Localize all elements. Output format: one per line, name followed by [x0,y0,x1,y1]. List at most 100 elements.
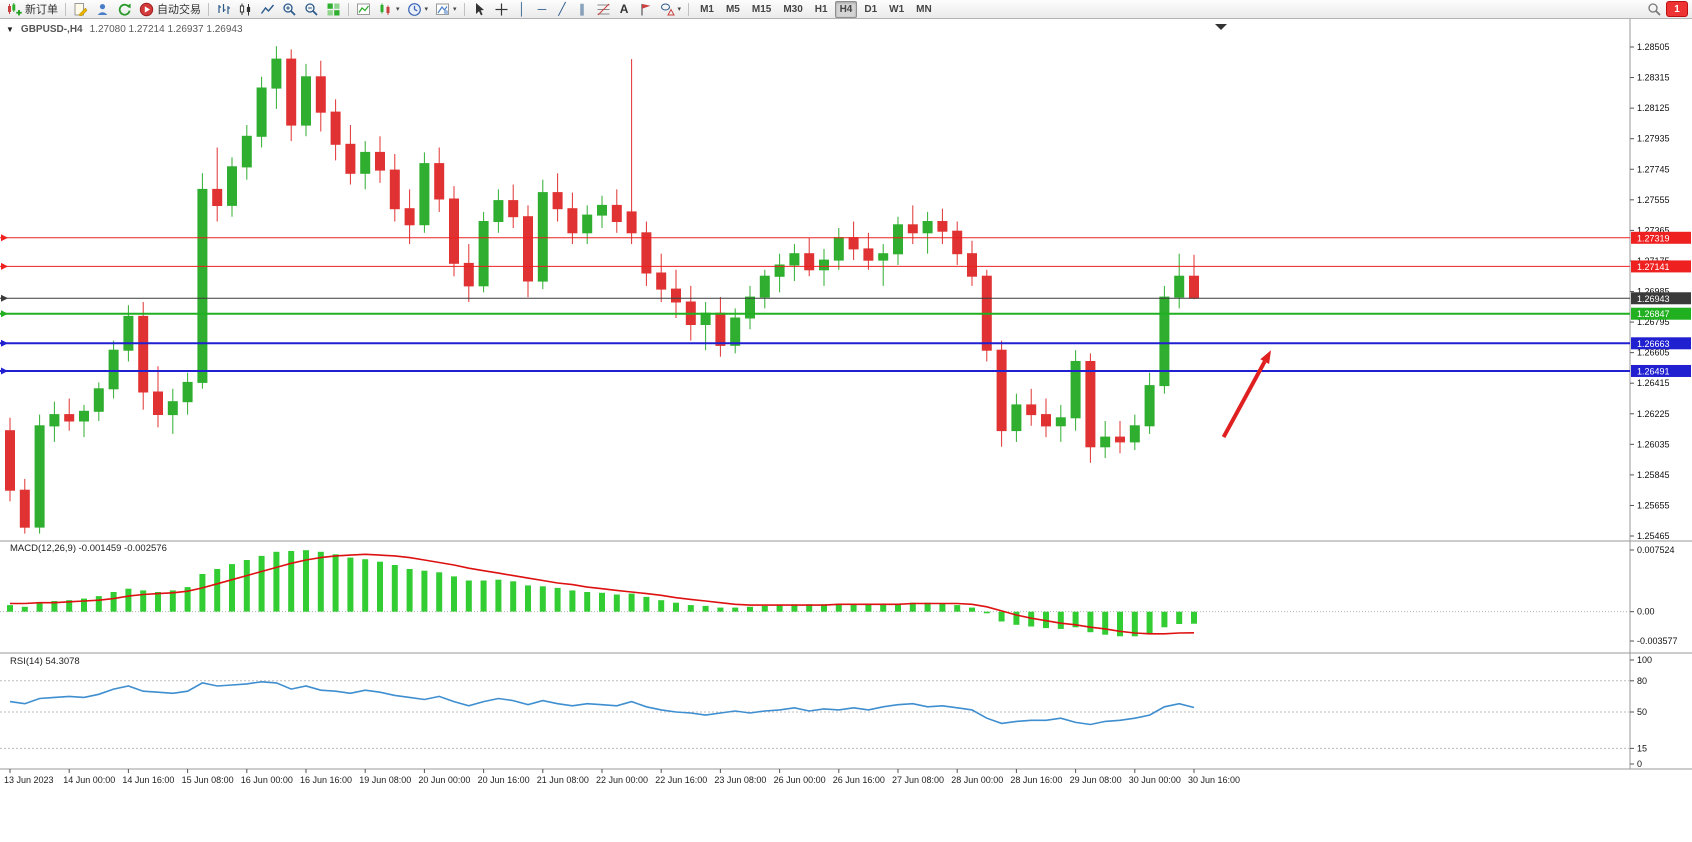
macd-histogram [7,550,1197,637]
cursor-button[interactable] [469,1,490,18]
svg-text:1.27365: 1.27365 [1637,225,1670,235]
new-order-label: 新订单 [25,4,58,16]
macd-signal-line [10,553,1195,635]
autotrading-label: 自动交易 [157,4,201,16]
hline-left-marker[interactable] [1,367,8,375]
svg-text:20 Jun 00:00: 20 Jun 00:00 [418,775,470,785]
line-chart-mode-icon [260,4,275,14]
price-chart-canvas[interactable]: 1.28505 1.28315 1.28125 1.27935 1.27745 1.275… [0,19,1692,842]
text-button[interactable]: A [615,1,634,18]
templates-icon [436,3,450,15]
hline-left-marker[interactable] [1,310,8,318]
rsi-axis: 100 80 50 15 0 [1630,655,1652,769]
search-icon [1648,2,1661,16]
svg-text:28 Jun 00:00: 28 Jun 00:00 [951,775,1003,785]
zoom-out-button[interactable] [301,1,322,18]
svg-text:20 Jun 16:00: 20 Jun 16:00 [478,775,530,785]
svg-text:1.25655: 1.25655 [1637,500,1670,510]
autotrading-button[interactable]: 自动交易 [136,1,204,18]
fibonacci-button[interactable] [593,1,614,18]
chevron-down-icon: ▾ [396,5,400,13]
timeframe-h4-button[interactable]: H4 [834,0,858,18]
timeframe-h1-button[interactable]: H1 [814,3,828,15]
shapes-icon [660,3,675,15]
refresh-button[interactable] [114,1,135,18]
hline-left-marker[interactable] [1,234,8,242]
chevron-down-icon: ▾ [453,5,457,13]
price-badge-label: 1.26663 [1637,339,1670,349]
shapes-button[interactable]: ▾ [657,1,685,18]
one-click-trading-arrow[interactable]: ▼ [6,24,14,34]
rsi-label: RSI(14) 54.3078 [10,656,80,667]
svg-text:1.28315: 1.28315 [1637,73,1670,83]
price-badge-label: 1.27141 [1637,262,1670,272]
candlestick-mode-button[interactable] [235,1,256,18]
price-axis[interactable]: 1.28505 1.28315 1.28125 1.27935 1.27745 1.275… [1630,42,1670,541]
tile-windows-button[interactable] [323,1,344,18]
arrow-label-button[interactable] [635,1,656,18]
mql-editor-button[interactable] [70,1,91,18]
timeframe-m15-button[interactable]: M15 [751,3,772,15]
hline-left-marker[interactable] [1,294,8,302]
svg-text:1.26605: 1.26605 [1637,348,1670,358]
line-chart-mode-button[interactable] [257,1,278,18]
svg-text:29 Jun 08:00: 29 Jun 08:00 [1070,775,1122,785]
bar-chart-mode-button[interactable] [213,1,234,18]
time-axis[interactable]: 13 Jun 2023 14 Jun 00:00 14 Jun 16:00 15 Ju… [4,769,1240,785]
price-badge [1631,364,1691,377]
equidistant-channel-icon: ∥ [579,1,586,16]
objects-button[interactable]: ▾ [375,1,403,18]
svg-text:26 Jun 00:00: 26 Jun 00:00 [774,775,826,785]
periods-clock-icon [407,2,421,16]
indicators-button[interactable] [353,1,374,18]
price-badge-label: 1.27319 [1637,233,1670,243]
svg-text:0: 0 [1637,759,1642,769]
candlestick-mode-icon [239,3,251,15]
chart-symbol-period: GBPUSD-,H4 [20,24,83,35]
horizontal-line-icon: ─ [537,1,547,16]
templates-button[interactable]: ▾ [432,1,460,18]
macd-axis: 0.007524 0.00 -0.003577 [1630,545,1678,646]
timeframe-mn-button[interactable]: MN [916,3,932,15]
crosshair-button[interactable] [491,1,512,18]
hline-left-marker[interactable] [1,262,8,270]
timeframe-m30-button[interactable]: M30 [783,3,803,15]
timeframe-m5-button[interactable]: M5 [725,3,740,15]
notification-badge[interactable]: 1 [1666,1,1688,17]
timeframe-w1-button[interactable]: W1 [889,3,905,15]
hline-left-marker[interactable] [1,339,8,347]
new-order-button[interactable]: 新订单 [4,1,61,18]
horizontal-line-button[interactable]: ─ [533,1,552,18]
crosshair-icon [495,3,508,15]
trend-arrow-head[interactable] [1260,350,1271,364]
svg-text:1.26985: 1.26985 [1637,287,1670,297]
text-icon: A [619,1,629,16]
trend-arrow-annotation[interactable] [1221,360,1267,439]
timeframe-m1-button[interactable]: M1 [700,3,714,15]
trendline-button[interactable]: ╱ [553,1,572,18]
svg-text:-0.003577: -0.003577 [1637,636,1678,646]
arrow-label-icon [640,3,651,15]
toolbar-divider [208,2,209,16]
toolbar-divider [348,2,349,16]
svg-text:1.26225: 1.26225 [1637,409,1670,419]
channel-button[interactable]: ∥ [573,1,592,18]
indicators-icon [357,3,370,15]
toolbar-divider [463,2,465,16]
search-button[interactable] [1644,1,1665,18]
profiles-button[interactable] [92,1,113,18]
toolbar-divider [688,2,690,16]
trendline-icon: ╱ [558,1,566,16]
timeframe-d1-button[interactable]: D1 [864,3,878,15]
vertical-line-button[interactable]: │ [513,1,532,18]
svg-text:1.26415: 1.26415 [1637,378,1670,388]
svg-text:1.27555: 1.27555 [1637,195,1670,205]
macd-label: MACD(12,26,9) -0.001459 -0.002576 [10,543,167,554]
periods-button[interactable]: ▾ [404,1,432,18]
toolbar-divider [65,2,66,16]
autotrading-icon [139,2,154,16]
price-badge [1631,292,1691,305]
chart-shift-marker[interactable] [1215,24,1227,30]
zoom-in-button[interactable] [279,1,300,18]
